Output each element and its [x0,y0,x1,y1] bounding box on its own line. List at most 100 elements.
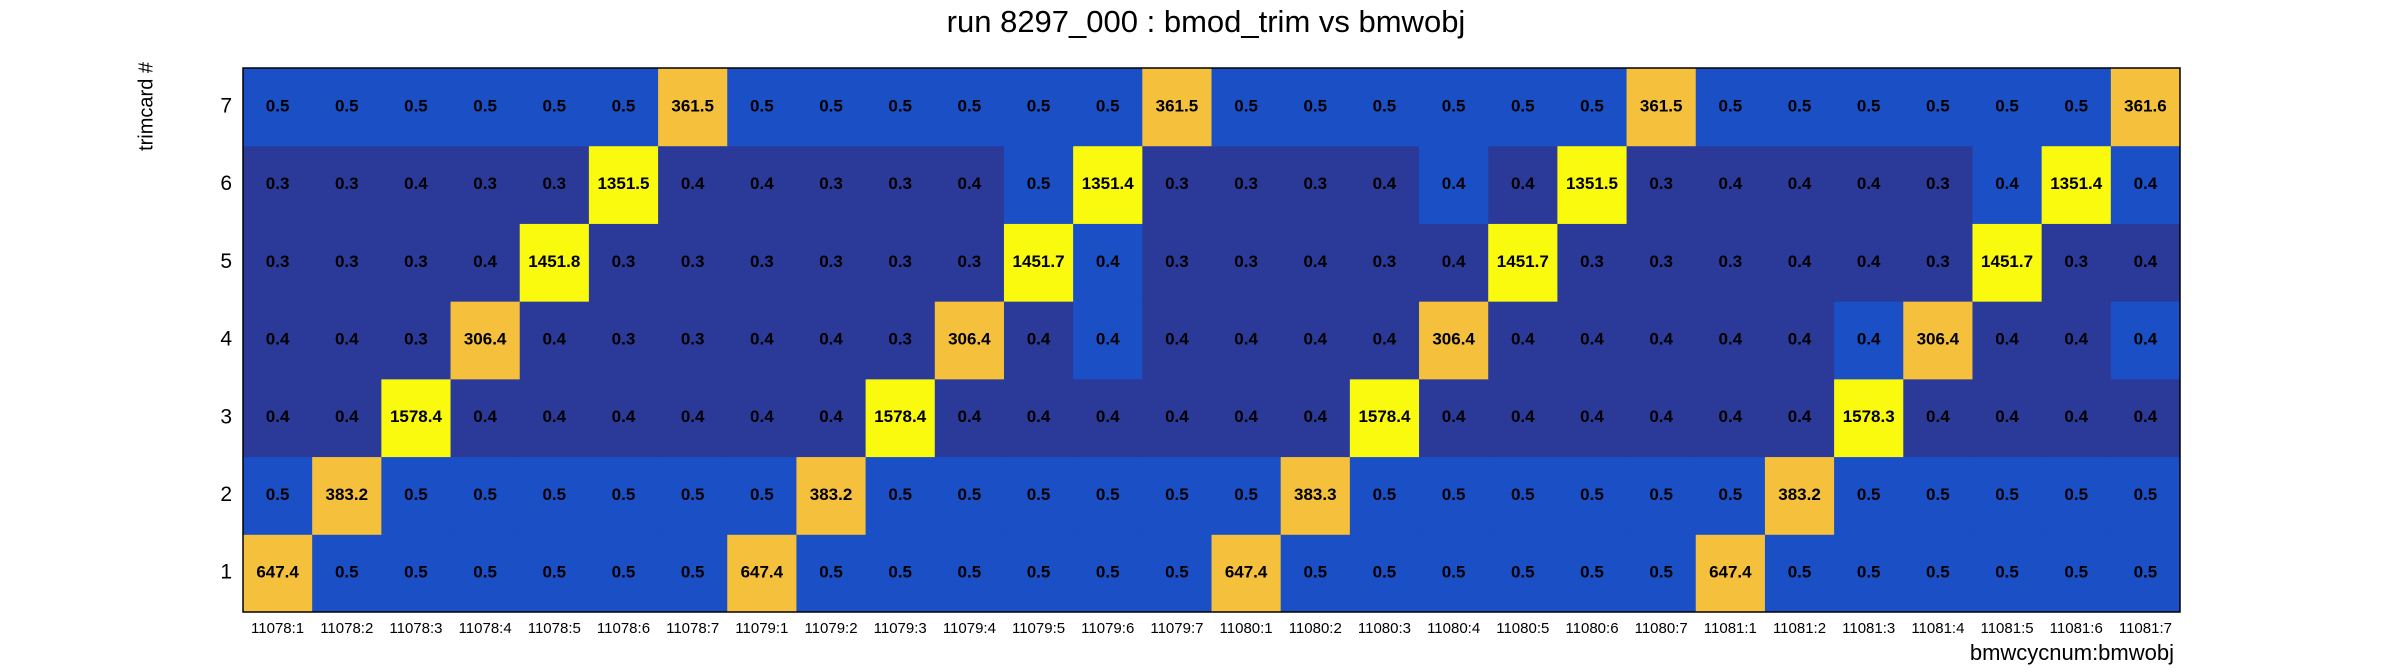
cell-label: 0.5 [1442,96,1466,115]
cell-label: 0.3 [1165,174,1189,193]
cell [1419,456,1489,535]
cell-label: 0.5 [958,563,982,582]
cell-label: 0.5 [819,563,843,582]
cell [1211,223,1282,302]
cell-label: 0.3 [473,174,497,193]
x-tick-label: 11079:2 [804,620,857,637]
cell [381,68,452,147]
cell-label: 0.5 [404,563,428,582]
cell-label: 0.4 [1788,329,1812,348]
cell [450,378,521,458]
cell-label: 383.2 [810,485,853,504]
cell [1211,68,1282,147]
x-tick-label: 11080:5 [1496,620,1549,637]
cell [1349,223,1420,302]
cell-label: 0.4 [1511,407,1535,426]
cell-label: 0.4 [1995,329,2019,348]
cell [865,534,936,613]
cell-label: 0.5 [1719,96,1743,115]
cell [2110,534,2181,613]
cell-label: 0.4 [1373,329,1397,348]
cell [1695,301,1766,380]
cell [1626,534,1697,613]
cell-label: 1351.5 [1566,174,1618,193]
cell-label: 0.3 [888,329,912,348]
cell-label: 0.5 [1857,96,1881,115]
cell [1280,534,1351,613]
cell [1142,145,1212,224]
cell [796,223,867,302]
cell-label: 0.4 [612,407,636,426]
cell-label: 0.4 [958,174,982,193]
plot-frame [242,67,2181,613]
cell-label: 0.5 [473,563,497,582]
cell [1349,534,1420,613]
cell-label: 0.5 [1096,563,1120,582]
cell-label: 361.5 [1640,96,1683,115]
cell [1073,456,1143,535]
x-tick-label: 11078:5 [528,620,581,637]
x-tick-label: 11080:6 [1565,620,1618,637]
cell [1764,456,1835,535]
cell [450,68,521,147]
cell [934,223,1005,302]
cell [1764,223,1835,302]
cell-label: 0.4 [681,407,705,426]
cell [1488,145,1558,224]
cell [1003,68,1074,147]
cell [865,456,936,535]
cell [519,145,590,224]
cell-label: 0.4 [1442,252,1466,271]
cell [519,223,590,302]
cell-label: 0.5 [1027,96,1051,115]
cell-label: 0.4 [335,329,359,348]
cell-label: 0.3 [266,252,290,271]
cell [1142,534,1212,613]
cell-label: 0.4 [335,407,359,426]
cell-label: 361.6 [2124,96,2167,115]
x-tick-label: 11079:1 [735,620,788,637]
cell-label: 0.5 [1027,174,1051,193]
cell [1972,145,2043,224]
cell-label: 0.5 [1995,485,2019,504]
cell [519,301,590,380]
cell-label: 0.5 [888,96,912,115]
cell [934,68,1005,147]
x-tick-label: 11081:1 [1704,620,1757,637]
cell [1280,378,1351,458]
cell [1972,68,2043,147]
cell [1073,534,1143,613]
cell-label: 0.5 [750,485,774,504]
cell-label: 0.4 [1649,407,1673,426]
cell-label: 0.4 [750,174,774,193]
cell-label: 0.3 [335,174,359,193]
cell-label: 0.4 [2134,252,2158,271]
cell [2041,534,2112,613]
cell-label: 0.5 [681,485,705,504]
cell-label: 0.3 [2064,252,2088,271]
cell [2041,68,2112,147]
cell-label: 0.3 [1303,174,1327,193]
cell [1142,68,1212,147]
cell [312,456,382,535]
cell [1488,223,1558,302]
cell [519,534,590,613]
cell-label: 0.5 [1511,96,1535,115]
cell [1349,378,1420,458]
cell-label: 1578.4 [390,407,443,426]
cell-label: 0.4 [404,174,428,193]
cell [1003,456,1074,535]
cell [658,301,728,380]
cell [1972,456,2043,535]
cell [381,223,452,302]
cell-label: 0.5 [1303,96,1327,115]
cell [1695,68,1766,147]
cell-label: 1451.7 [1497,252,1549,271]
x-tick-label: 11079:7 [1150,620,1203,637]
cell [1626,145,1697,224]
cell [658,378,728,458]
cells: 647.4 0.5 0.5 0.5 0.5 0.5 0.5 647.4 0.5 0.5 0.5 0.5… [243,68,2181,613]
cell-label: 0.5 [888,485,912,504]
y-tick-label: 4 [220,328,232,351]
